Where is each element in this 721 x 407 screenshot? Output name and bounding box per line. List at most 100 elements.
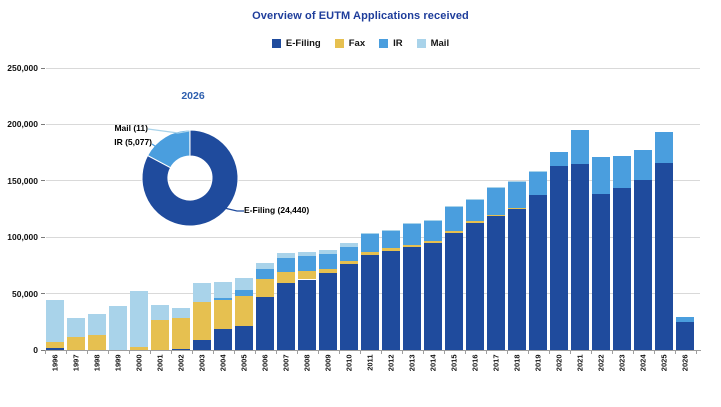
- bar-segment-mail-2001: [151, 304, 169, 320]
- bar-segment-ir-2007: [277, 258, 295, 272]
- bar-segment-fax-2012: [382, 248, 400, 252]
- y-axis-tick: [41, 293, 45, 295]
- legend-item-mail: Mail: [416, 38, 450, 49]
- x-axis-label-1997: 1997: [71, 354, 81, 372]
- x-axis-tick: [66, 351, 67, 354]
- bar-segment-ir-2017: [487, 187, 505, 215]
- bar-segment-mail-2006: [256, 263, 274, 269]
- x-axis-label-2007: 2007: [281, 354, 291, 372]
- x-axis-tick: [570, 351, 571, 354]
- bar-segment-fax-2007: [277, 271, 295, 284]
- legend: E-Filing Fax IR Mail: [0, 38, 721, 49]
- donut-label-mail: Mail (11): [114, 123, 148, 133]
- x-axis-label-1998: 1998: [92, 354, 102, 372]
- y-axis-label: 50,000: [12, 288, 38, 299]
- gridline: [46, 123, 700, 125]
- bar-segment-ir-2012: [382, 229, 400, 249]
- bar-segment-mail-2009: [319, 249, 337, 254]
- gridline: [46, 67, 700, 69]
- bar-segment-fax-2015: [445, 230, 463, 233]
- chart-title: Overview of EUTM Applications received: [252, 10, 469, 22]
- x-axis-tick: [654, 351, 655, 354]
- bar-segment-fax-1998: [88, 334, 106, 350]
- bar-segment-e-filing-2008: [298, 279, 316, 350]
- bar-segment-mail-1999: [109, 306, 127, 350]
- legend-label: E-Filing: [285, 38, 321, 49]
- bar-segment-fax-2002: [172, 318, 190, 349]
- bar-segment-e-filing-2005: [235, 326, 253, 350]
- bar-segment-fax-2005: [235, 296, 253, 327]
- bar-segment-mail-2007: [277, 252, 295, 259]
- x-axis-tick: [444, 351, 445, 354]
- bar-segment-ir-2010: [340, 246, 358, 262]
- x-axis-label-2003: 2003: [197, 354, 207, 372]
- bar-segment-mail-2003: [193, 283, 211, 303]
- bar-segment-e-filing-2020: [550, 166, 568, 350]
- leader-line-ir: [151, 143, 166, 154]
- x-axis-label-2026: 2026: [680, 354, 690, 372]
- bar-segment-mail-2000: [130, 291, 148, 348]
- x-axis-label-2020: 2020: [554, 354, 564, 372]
- bar-segment-e-filing-2024: [634, 179, 652, 350]
- bar-segment-e-filing-2026: [676, 322, 694, 350]
- legend-item-fax: Fax: [334, 38, 365, 49]
- x-axis-label-2014: 2014: [428, 354, 438, 372]
- bar-segment-mail-1998: [88, 314, 106, 335]
- legend-item-e-filing: E-Filing: [271, 38, 321, 49]
- legend-swatch-icon: [271, 39, 281, 48]
- bar-segment-e-filing-2007: [277, 283, 295, 350]
- bar-segment-ir-2016: [466, 199, 484, 221]
- bar-segment-ir-2022: [592, 156, 610, 194]
- bar-segment-fax-2000: [130, 347, 148, 350]
- x-axis-label-2025: 2025: [659, 354, 669, 372]
- bar-segment-e-filing-2017: [487, 215, 505, 350]
- x-axis-tick: [45, 351, 46, 354]
- bar-segment-ir-2005: [235, 289, 253, 297]
- y-axis-label: 150,000: [7, 175, 38, 186]
- x-axis-label-2005: 2005: [239, 354, 249, 372]
- bar-segment-e-filing-2022: [592, 193, 610, 350]
- bar-segment-e-filing-2004: [214, 329, 232, 350]
- donut-label-efiling: E-Filing (24,440): [244, 205, 310, 215]
- bar-segment-mail-1996: [46, 300, 64, 343]
- x-axis-tick: [381, 351, 382, 354]
- x-axis-tick: [339, 351, 340, 354]
- x-axis-tick: [507, 351, 508, 354]
- bar-segment-mail-2008: [298, 251, 316, 256]
- donut-title: 2026: [181, 90, 205, 102]
- x-axis-label-2001: 2001: [155, 354, 165, 372]
- bar-segment-ir-2006: [256, 268, 274, 279]
- x-axis-line: [45, 350, 701, 351]
- x-axis-label-2006: 2006: [260, 354, 270, 372]
- x-axis-label-2015: 2015: [449, 354, 459, 372]
- leader-line-efiling: [219, 206, 244, 212]
- bar-segment-fax-2013: [403, 244, 421, 248]
- bar-segment-ir-2021: [571, 130, 589, 165]
- bar-segment-e-filing-1996: [46, 347, 64, 350]
- y-axis-label: 0: [33, 345, 38, 355]
- x-axis-tick: [276, 351, 277, 354]
- x-axis-label-2008: 2008: [302, 354, 312, 372]
- y-axis-label: 250,000: [7, 63, 38, 73]
- x-axis-label-2017: 2017: [491, 354, 501, 372]
- bar-segment-fax-1997: [67, 337, 85, 350]
- bar-segment-fax-1996: [46, 342, 64, 348]
- y-axis-label: 200,000: [7, 119, 38, 130]
- bar-segment-mail-2002: [172, 308, 190, 319]
- bar-segment-fax-2004: [214, 299, 232, 330]
- legend-swatch-icon: [334, 39, 344, 48]
- bar-segment-ir-2025: [655, 131, 673, 164]
- bar-segment-ir-2011: [361, 233, 379, 253]
- x-axis-label-2022: 2022: [596, 354, 606, 372]
- bar-segment-ir-2023: [613, 155, 631, 188]
- bar-segment-fax-2009: [319, 268, 337, 273]
- x-axis-tick: [612, 351, 613, 354]
- x-axis-label-1996: 1996: [50, 354, 60, 372]
- bar-segment-ir-2008: [298, 255, 316, 272]
- y-axis-label: 100,000: [7, 232, 38, 243]
- legend-label: Mail: [430, 38, 450, 49]
- bar-segment-ir-2018: [508, 181, 526, 208]
- bar-segment-mail-2004: [214, 281, 232, 299]
- x-axis-tick: [129, 351, 130, 354]
